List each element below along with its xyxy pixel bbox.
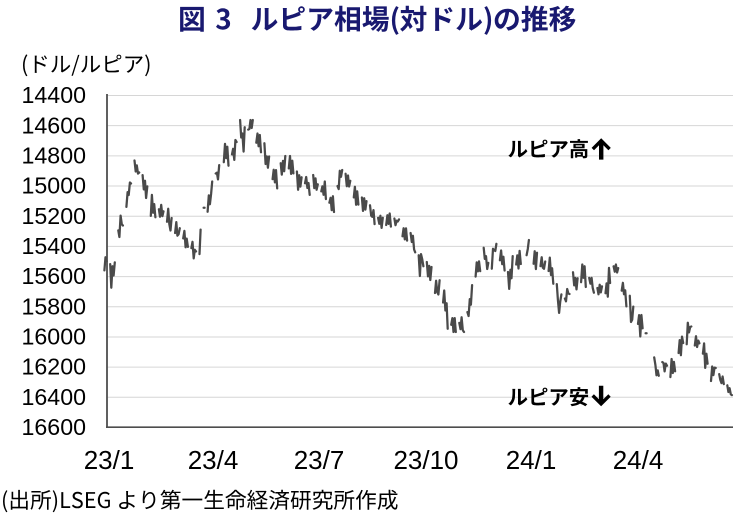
svg-text:15200: 15200 <box>22 203 86 229</box>
svg-text:14800: 14800 <box>22 143 86 169</box>
svg-text:23/10: 23/10 <box>393 445 458 475</box>
svg-text:24/4: 24/4 <box>613 445 664 475</box>
svg-text:23/4: 23/4 <box>188 445 239 475</box>
svg-text:15400: 15400 <box>22 233 86 259</box>
svg-text:16200: 16200 <box>22 354 86 380</box>
svg-text:23/7: 23/7 <box>294 445 345 475</box>
svg-text:24/1: 24/1 <box>506 445 557 475</box>
svg-text:15600: 15600 <box>22 263 86 289</box>
svg-text:16000: 16000 <box>22 324 86 350</box>
svg-text:14400: 14400 <box>22 82 86 108</box>
svg-text:16600: 16600 <box>22 414 86 440</box>
svg-text:16400: 16400 <box>22 384 86 410</box>
svg-text:15800: 15800 <box>22 293 86 319</box>
svg-text:15000: 15000 <box>22 173 86 199</box>
svg-text:14600: 14600 <box>22 112 86 138</box>
svg-text:23/1: 23/1 <box>84 445 135 475</box>
